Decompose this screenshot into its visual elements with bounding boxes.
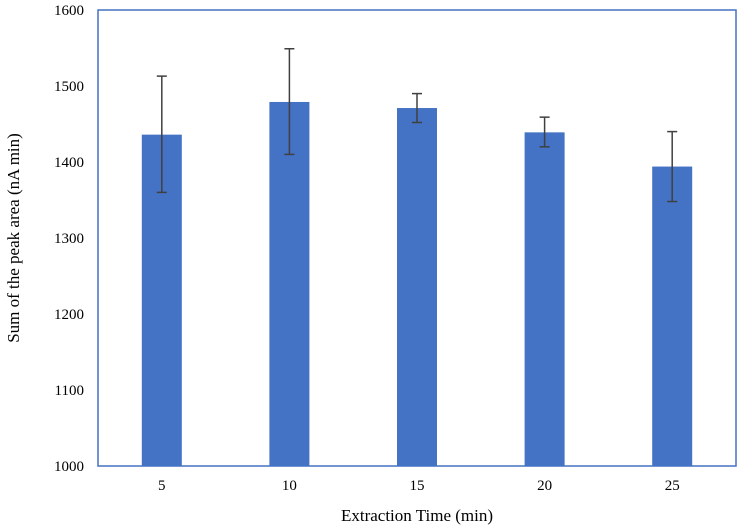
- x-axis-title: Extraction Time (min): [341, 506, 493, 525]
- bar: [524, 132, 565, 467]
- bar: [269, 101, 310, 467]
- x-tick-label: 10: [282, 478, 297, 494]
- y-tick-label: 1300: [54, 231, 84, 247]
- x-tick-label: 25: [665, 478, 680, 494]
- y-tick-label: 1500: [54, 79, 84, 95]
- y-tick-label: 1100: [55, 383, 84, 399]
- bars: [141, 101, 693, 467]
- x-axis-tick-labels: 5 10 15 20 25: [158, 478, 680, 494]
- x-tick-label: 5: [158, 478, 166, 494]
- y-tick-label: 1000: [54, 459, 84, 475]
- y-tick-label: 1600: [54, 3, 84, 19]
- plot-area-border: [97, 9, 737, 467]
- y-tick-label: 1200: [54, 307, 84, 323]
- x-tick-label: 20: [537, 478, 552, 494]
- x-tick-label: 15: [410, 478, 425, 494]
- bar: [652, 166, 693, 466]
- y-axis-tick-labels: 1000 1100 1200 1300 1400 1500 1600: [54, 3, 84, 475]
- bar: [397, 108, 437, 466]
- y-axis-title: Sum of the peak area (nA min): [4, 133, 23, 343]
- y-tick-label: 1400: [54, 155, 84, 171]
- error-bars: [156, 48, 678, 203]
